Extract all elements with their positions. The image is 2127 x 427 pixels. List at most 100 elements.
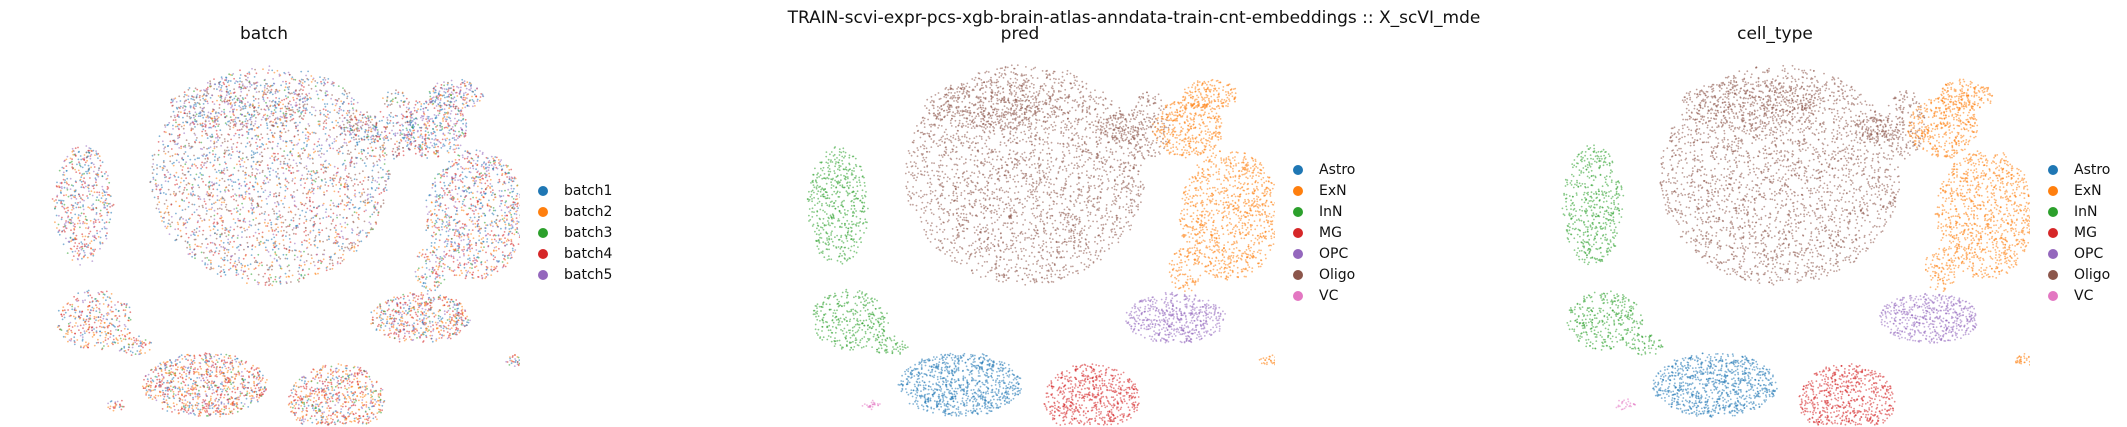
legend-item: batch1	[538, 180, 612, 201]
panel-title-cell-type: cell_type	[1510, 24, 2040, 44]
legend-item: batch2	[538, 201, 612, 222]
legend-label: batch4	[564, 246, 612, 262]
legend-batch: batch1 batch2 batch3 batch4 batch5	[538, 180, 612, 285]
legend-label: VC	[2074, 288, 2093, 304]
cluster-points	[56, 289, 132, 351]
cluster-points	[1907, 97, 1979, 159]
cluster-points	[1652, 352, 1778, 418]
cluster-points	[1258, 354, 1275, 366]
legend-label: batch1	[564, 183, 612, 199]
legend-marker	[538, 227, 548, 238]
legend-label: OPC	[1319, 246, 1348, 262]
legend-item: MG	[1293, 222, 1355, 243]
cluster-points	[861, 399, 881, 411]
cluster-points	[1879, 292, 1978, 344]
cluster-points	[1934, 150, 2030, 279]
scatter-cell-type	[1561, 64, 2030, 426]
legend-marker	[1293, 206, 1303, 217]
cluster-points	[1659, 64, 1901, 286]
cluster-points	[118, 335, 153, 356]
legend-item: Astro	[1293, 159, 1355, 180]
cluster-points	[107, 399, 125, 412]
cluster-points	[1561, 144, 1625, 266]
legend-marker	[1293, 164, 1303, 175]
legend-item: OPC	[2048, 243, 2110, 264]
cluster-points	[1849, 112, 1901, 143]
cluster-points	[2014, 353, 2030, 366]
cluster-points	[1151, 98, 1223, 159]
legend-label: Astro	[1319, 162, 1355, 178]
legend-label: Oligo	[2074, 267, 2110, 283]
legend-item: batch3	[538, 222, 612, 243]
legend-item: VC	[1293, 285, 1355, 306]
legend-item: Oligo	[1293, 264, 1355, 285]
legend-marker	[2048, 227, 2058, 238]
cluster-points	[339, 113, 389, 143]
legend-marker	[538, 269, 548, 280]
cluster-points	[1681, 78, 1821, 131]
cluster-points	[170, 79, 310, 131]
cluster-points	[505, 354, 520, 367]
panel-cell-type: cell_type Astro ExN InN MG OPC Oligo VC	[1510, 0, 2127, 427]
legend-marker	[2048, 185, 2058, 196]
legend-label: batch2	[564, 204, 612, 220]
panel-title-pred: pred	[755, 24, 1285, 44]
legend-label: Astro	[2074, 162, 2110, 178]
figure-suptitle: TRAIN-scvi-expr-pcs-xgb-brain-atlas-annd…	[0, 8, 2127, 28]
legend-label: ExN	[1319, 183, 1347, 199]
cluster-points	[1043, 363, 1140, 426]
legend-marker	[538, 248, 548, 259]
cluster-points	[871, 334, 909, 355]
legend-label: Oligo	[1319, 267, 1355, 283]
legend-marker	[538, 185, 548, 196]
legend-item: Astro	[2048, 159, 2110, 180]
legend-label: InN	[2074, 204, 2097, 220]
legend-label: VC	[1319, 288, 1338, 304]
cluster-points	[1125, 291, 1226, 344]
cluster-points	[1178, 150, 1275, 281]
legend-cell-type: Astro ExN InN MG OPC Oligo VC	[2048, 159, 2110, 306]
cluster-points	[428, 78, 485, 110]
cluster-points	[1924, 247, 1956, 292]
legend-label: MG	[1319, 225, 1342, 241]
legend-item: VC	[2048, 285, 2110, 306]
cluster-points	[370, 292, 471, 343]
legend-item: batch5	[538, 264, 612, 285]
legend-label: ExN	[2074, 183, 2102, 199]
cluster-points	[812, 288, 890, 351]
cluster-points	[1798, 363, 1896, 426]
cluster-points	[425, 149, 520, 280]
cluster-points	[287, 363, 386, 426]
legend-marker	[1293, 185, 1303, 196]
legend-item: OPC	[1293, 243, 1355, 264]
legend-marker	[1293, 248, 1303, 259]
cluster-points	[398, 97, 468, 159]
legend-item: ExN	[1293, 180, 1355, 201]
legend-label: OPC	[2074, 246, 2103, 262]
cluster-points	[414, 248, 446, 292]
legend-marker	[2048, 206, 2058, 217]
legend-marker	[2048, 248, 2058, 259]
cluster-points	[1095, 113, 1146, 145]
legend-item: InN	[2048, 201, 2110, 222]
cluster-points	[924, 79, 1066, 131]
cluster-points	[1937, 78, 1994, 111]
legend-marker	[1293, 227, 1303, 238]
legend-label: batch5	[564, 267, 612, 283]
legend-item: ExN	[2048, 180, 2110, 201]
cluster-points	[1168, 248, 1202, 292]
panel-title-batch: batch	[0, 24, 529, 44]
cluster-points	[1182, 78, 1237, 111]
panel-pred: pred Astro ExN InN MG OPC Oligo VC	[755, 0, 1475, 427]
legend-marker	[1293, 290, 1303, 301]
cluster-points	[904, 64, 1145, 286]
legend-marker	[2048, 164, 2058, 175]
cluster-points	[51, 145, 115, 266]
scatter-pred	[806, 64, 1275, 426]
legend-marker	[2048, 269, 2058, 280]
legend-item: batch4	[538, 243, 612, 264]
cluster-points	[1615, 398, 1636, 411]
legend-label: batch3	[564, 225, 612, 241]
legend-item: MG	[2048, 222, 2110, 243]
cluster-points	[149, 65, 391, 287]
